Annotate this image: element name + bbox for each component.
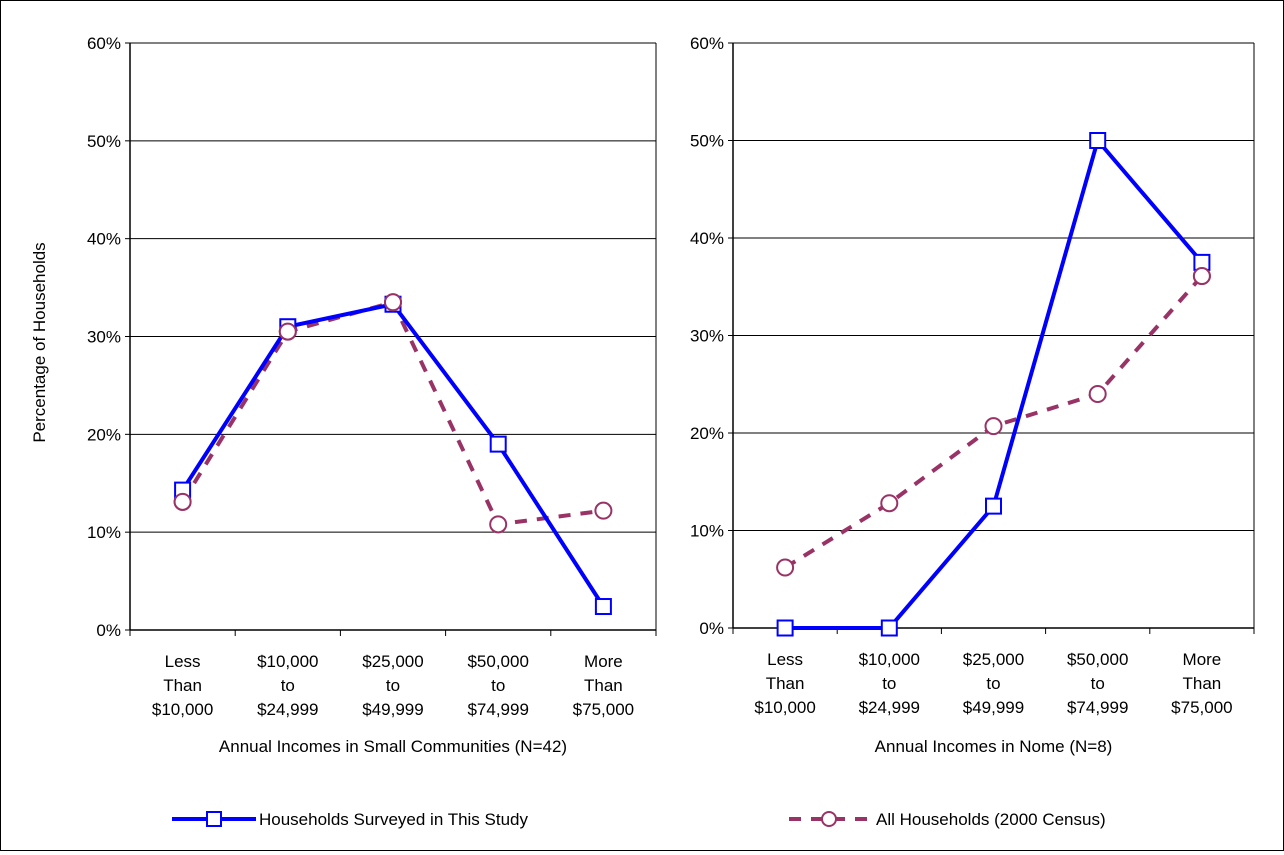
y-tick-label: 30% — [690, 327, 724, 346]
legend-item-survey: Households Surveyed in This Study — [172, 810, 529, 829]
x-tick-label: $25,000 to $49,999 — [362, 652, 423, 719]
y-tick-label: 20% — [87, 425, 121, 444]
x-tick-label: $50,000 to $74,999 — [1067, 650, 1128, 717]
chart-panel-1: 0% 10% 20% 30% 40% 50% 60% Less Than $10,000 $10,0… — [30, 34, 657, 756]
census-point — [594, 501, 613, 520]
y-tick-label: 20% — [690, 424, 724, 443]
x-tick-label: Less Than $10,000 — [152, 652, 213, 719]
census-point-overlay — [1192, 267, 1211, 286]
legend-item-census: All Households (2000 Census) — [789, 810, 1106, 829]
y-tick-label: 40% — [690, 229, 724, 248]
chart-panel-2: 0% 10% 20% 30% 40% 50% 60% Less Than $10,000 $10,0… — [690, 34, 1255, 756]
census-point — [880, 494, 899, 513]
legend-census-label: All Households (2000 Census) — [876, 810, 1106, 829]
y-tick-label: 30% — [87, 328, 121, 347]
survey-point — [985, 497, 1002, 515]
census-point-overlay — [278, 322, 297, 341]
y-tick-label: 10% — [690, 522, 724, 541]
x-axis-label: Annual Incomes in Small Communities (N=4… — [219, 737, 567, 756]
y-tick-label: 10% — [87, 523, 121, 542]
series-line-survey — [785, 136, 1204, 630]
series-line-survey — [180, 301, 606, 608]
y-axis-label: Percentage of Households — [30, 242, 49, 442]
survey-point — [880, 619, 898, 637]
survey-point — [1089, 132, 1107, 149]
census-point — [776, 558, 795, 577]
series-line-census — [180, 299, 604, 527]
y-tick-label: 50% — [690, 132, 724, 151]
chart-panels: 0% 10% 20% 30% 40% 50% 60% Less Than $10,000 $10,0… — [30, 34, 1255, 756]
legend-census-marker — [821, 811, 837, 827]
chart-legend: Households Surveyed in This Study All Ho… — [172, 810, 1106, 829]
survey-point — [489, 435, 507, 453]
legend-survey-marker — [206, 811, 222, 827]
y-tick-label: 40% — [87, 230, 121, 249]
x-tick-label: $50,000 to $74,999 — [467, 652, 528, 719]
census-point-overlay — [384, 293, 402, 312]
y-tick-label: 50% — [87, 132, 121, 151]
legend-survey-label: Households Surveyed in This Study — [259, 810, 529, 829]
census-point — [984, 417, 1003, 436]
x-tick-label: More Than $75,000 — [573, 652, 634, 719]
y-tick-label: 60% — [690, 34, 724, 53]
x-axis-label: Annual Incomes in Nome (N=8) — [875, 737, 1113, 756]
y-tick-label: 0% — [699, 619, 724, 638]
x-tick-label: More Than $75,000 — [1171, 650, 1232, 717]
y-tick-label: 0% — [96, 621, 121, 640]
census-point — [489, 515, 508, 534]
y-tick-label: 60% — [87, 34, 121, 53]
survey-point — [594, 598, 612, 616]
survey-point — [776, 619, 794, 637]
x-tick-label: Less Than $10,000 — [754, 650, 815, 717]
x-tick-label: $10,000 to $24,999 — [859, 650, 920, 717]
x-tick-label: $25,000 to $49,999 — [963, 650, 1024, 717]
census-point — [1088, 385, 1107, 403]
x-tick-label: $10,000 to $24,999 — [257, 652, 318, 719]
census-point-overlay — [173, 492, 192, 511]
